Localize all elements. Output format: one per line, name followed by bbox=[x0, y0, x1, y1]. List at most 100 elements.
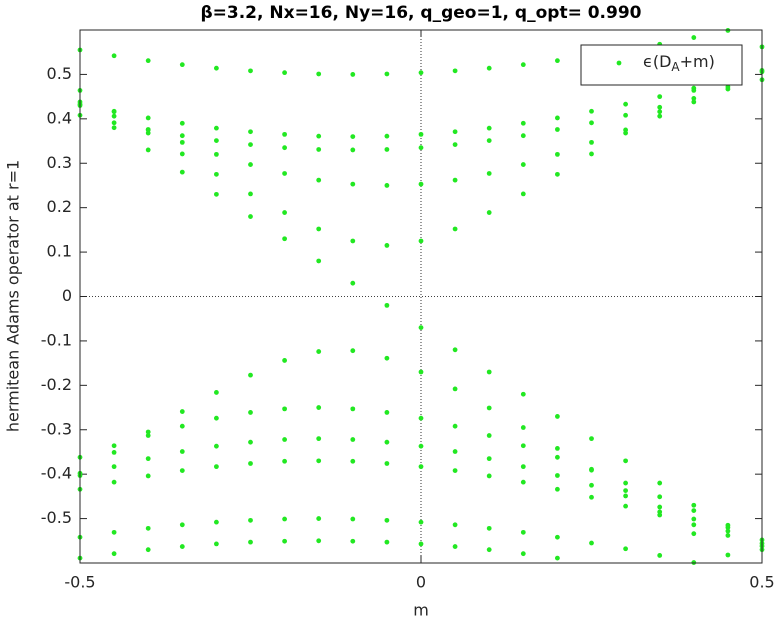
point bbox=[589, 120, 594, 126]
point bbox=[316, 516, 322, 521]
point bbox=[179, 449, 185, 454]
point bbox=[657, 113, 663, 119]
point bbox=[657, 480, 663, 486]
point bbox=[691, 516, 697, 522]
point bbox=[418, 519, 424, 525]
point bbox=[589, 482, 594, 488]
y-tick-label: -0.4 bbox=[41, 464, 72, 483]
point bbox=[282, 437, 287, 442]
point bbox=[623, 101, 628, 107]
chart-title: β=3.2, Nx=16, Ny=16, q_geo=1, q_opt= 0.9… bbox=[200, 3, 641, 23]
y-tick-label: 0.1 bbox=[47, 242, 72, 261]
point bbox=[282, 70, 287, 76]
point bbox=[350, 516, 356, 522]
point bbox=[520, 443, 526, 449]
point bbox=[623, 488, 628, 494]
point bbox=[179, 544, 185, 549]
point bbox=[111, 551, 117, 557]
point bbox=[555, 414, 560, 419]
point bbox=[452, 423, 458, 429]
point bbox=[179, 151, 185, 157]
point bbox=[145, 433, 151, 438]
point bbox=[555, 115, 560, 121]
point bbox=[691, 502, 697, 508]
point bbox=[418, 131, 424, 137]
point bbox=[589, 494, 594, 500]
point bbox=[384, 302, 390, 308]
point bbox=[248, 142, 253, 147]
point bbox=[145, 547, 151, 553]
point bbox=[316, 458, 322, 464]
point bbox=[282, 358, 287, 363]
point bbox=[452, 142, 458, 147]
point bbox=[452, 129, 458, 135]
point bbox=[486, 65, 492, 71]
point bbox=[452, 522, 458, 528]
point bbox=[350, 147, 356, 153]
y-tick-label: 0.3 bbox=[47, 153, 72, 172]
point bbox=[589, 436, 594, 442]
y-tick-label: -0.5 bbox=[41, 508, 72, 527]
y-tick-label: -0.2 bbox=[41, 375, 72, 394]
legend-marker bbox=[616, 60, 622, 66]
point bbox=[111, 464, 117, 470]
y-tick-label: -0.3 bbox=[41, 419, 72, 438]
point bbox=[282, 458, 287, 464]
x-tick-label: 0.5 bbox=[749, 573, 774, 592]
point bbox=[486, 210, 492, 215]
point bbox=[691, 99, 697, 105]
point bbox=[520, 425, 526, 430]
point bbox=[248, 410, 253, 415]
point bbox=[555, 127, 560, 132]
point bbox=[316, 405, 322, 410]
point bbox=[452, 468, 458, 474]
point bbox=[452, 449, 458, 454]
point bbox=[452, 177, 458, 183]
point bbox=[691, 96, 697, 101]
point bbox=[725, 533, 731, 538]
point bbox=[657, 94, 663, 100]
point bbox=[657, 512, 663, 518]
point bbox=[214, 171, 219, 177]
point bbox=[520, 479, 526, 485]
point bbox=[316, 226, 322, 232]
point bbox=[179, 169, 185, 175]
point bbox=[248, 372, 253, 378]
point bbox=[623, 480, 628, 486]
point bbox=[589, 540, 594, 546]
point bbox=[452, 386, 458, 392]
point bbox=[725, 528, 731, 534]
point bbox=[111, 120, 117, 126]
point bbox=[384, 243, 390, 248]
y-tick-label: -0.1 bbox=[41, 330, 72, 349]
point bbox=[725, 552, 731, 558]
point bbox=[452, 544, 458, 549]
point bbox=[452, 347, 458, 353]
point bbox=[384, 461, 390, 466]
point bbox=[657, 109, 663, 115]
point bbox=[248, 68, 253, 74]
point bbox=[555, 446, 560, 451]
point bbox=[282, 538, 287, 544]
point bbox=[384, 410, 390, 415]
point bbox=[623, 546, 628, 552]
point bbox=[657, 494, 663, 500]
point bbox=[111, 53, 117, 59]
point bbox=[282, 516, 287, 522]
point bbox=[486, 456, 492, 462]
point bbox=[145, 525, 151, 531]
point bbox=[179, 133, 185, 139]
point bbox=[691, 85, 697, 91]
point bbox=[384, 439, 390, 445]
point bbox=[486, 547, 492, 553]
point bbox=[145, 456, 151, 462]
point bbox=[589, 139, 594, 145]
point bbox=[418, 238, 424, 244]
point bbox=[350, 72, 356, 77]
point bbox=[555, 58, 560, 64]
point bbox=[418, 325, 424, 330]
point bbox=[486, 171, 492, 176]
y-tick-label: 0.4 bbox=[47, 108, 72, 127]
